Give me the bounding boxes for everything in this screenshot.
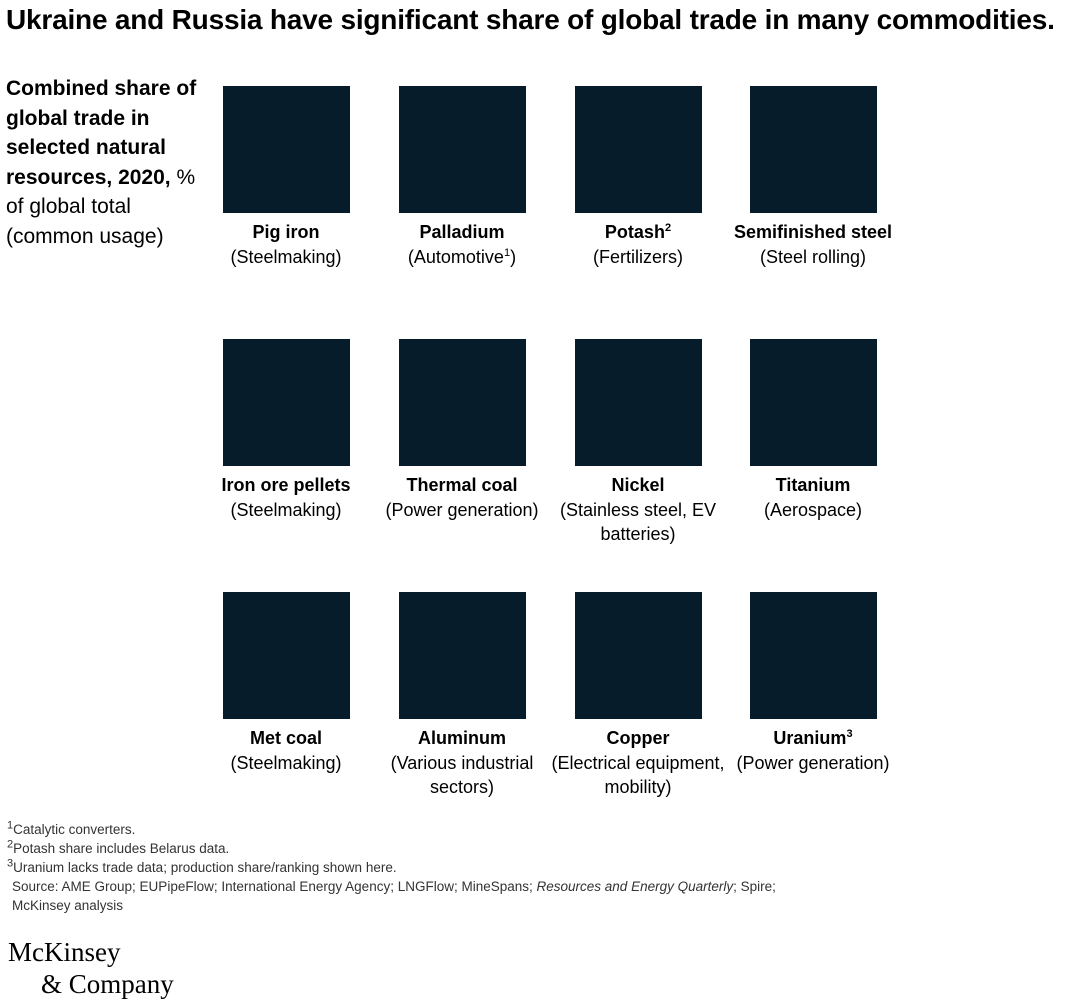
mckinsey-logo: McKinsey & Company	[8, 936, 174, 1000]
footnotes: 1Catalytic converters. 2Potash share inc…	[7, 820, 776, 915]
commodity-label: Palladium (Automotive1)	[367, 220, 557, 269]
commodity-tile	[222, 592, 350, 719]
commodity-tile	[398, 592, 526, 719]
commodity-name: Potash2	[604, 222, 672, 242]
commodity-name: Uranium3	[773, 728, 853, 748]
chart-title: Ukraine and Russia have significant shar…	[6, 4, 1055, 35]
commodity-name: Iron ore pellets	[221, 475, 351, 495]
commodity-usage: (Stainless steel, EV batteries)	[559, 499, 717, 545]
commodity-usage: (Power generation)	[385, 499, 539, 520]
commodity-usage: (Electrical equipment, mobility)	[551, 752, 725, 798]
source-note-cont: McKinsey analysis	[12, 898, 124, 913]
footnote-marker: 2	[664, 222, 672, 234]
commodity-label: Uranium3 (Power generation)	[718, 726, 908, 775]
commodity-usage: (Various industrial sectors)	[390, 752, 534, 798]
commodity-usage: (Automotive1)	[407, 246, 517, 267]
commodity-tile	[749, 592, 877, 719]
commodity-tile	[398, 86, 526, 213]
chart-subtitle: Combined share of global trade in select…	[6, 74, 201, 251]
commodity-grid: Pig iron (Steelmaking) Palladium (Automotiv…	[191, 86, 908, 800]
commodity-name: Palladium	[419, 222, 505, 242]
commodity-tile	[749, 86, 877, 213]
subtitle-bold: Combined share of global trade in select…	[6, 77, 197, 189]
commodity-tile	[398, 339, 526, 466]
commodity-label: Potash2 (Fertilizers)	[543, 220, 733, 269]
commodity-tile	[574, 86, 702, 213]
commodity-label: Titanium (Aerospace)	[718, 473, 908, 522]
commodity-tile	[222, 86, 350, 213]
commodity-name: Copper	[606, 728, 670, 748]
commodity-name: Pig iron	[252, 222, 320, 242]
commodity-usage: (Steelmaking)	[230, 752, 342, 773]
source-note: Source: AME Group; EUPipeFlow; Internati…	[12, 879, 776, 894]
commodity-usage: (Power generation)	[736, 752, 890, 773]
commodity-label: Aluminum (Various industrial sectors)	[367, 726, 557, 800]
commodity-label: Copper (Electrical equipment, mobility)	[543, 726, 733, 800]
commodity-label: Thermal coal (Power generation)	[367, 473, 557, 522]
commodity-label: Semifinished steel (Steel rolling)	[718, 220, 908, 269]
commodity-label: Pig iron (Steelmaking)	[191, 220, 381, 269]
commodity-name: Met coal	[249, 728, 323, 748]
commodity-label: Nickel (Stainless steel, EV batteries)	[543, 473, 733, 547]
footnote-3: 3Uranium lacks trade data; production sh…	[7, 857, 397, 875]
commodity-usage: (Fertilizers)	[593, 246, 683, 267]
commodity-name: Semifinished steel	[733, 222, 893, 242]
footnote-2: 2Potash share includes Belarus data.	[7, 838, 230, 856]
footnote-1: 1Catalytic converters.	[7, 819, 136, 837]
commodity-usage: (Steel rolling)	[759, 246, 867, 267]
commodity-usage: (Steelmaking)	[230, 246, 342, 267]
commodity-tile	[222, 339, 350, 466]
commodity-name: Nickel	[611, 475, 665, 495]
subtitle-rest: % of global total (common usage)	[6, 165, 196, 248]
commodity-usage: (Steelmaking)	[230, 499, 342, 520]
commodity-label: Met coal (Steelmaking)	[191, 726, 381, 775]
logo-line-2: & Company	[41, 969, 174, 999]
commodity-label: Iron ore pellets (Steelmaking)	[191, 473, 381, 522]
footnote-marker: 3	[846, 728, 853, 740]
commodity-name: Aluminum	[418, 728, 506, 748]
commodity-tile	[574, 592, 702, 719]
commodity-usage: (Aerospace)	[763, 499, 863, 520]
logo-line-1: McKinsey	[8, 937, 121, 967]
commodity-tile	[749, 339, 877, 466]
commodity-tile	[574, 339, 702, 466]
commodity-name: Thermal coal	[406, 475, 518, 495]
commodity-name: Titanium	[775, 475, 851, 495]
